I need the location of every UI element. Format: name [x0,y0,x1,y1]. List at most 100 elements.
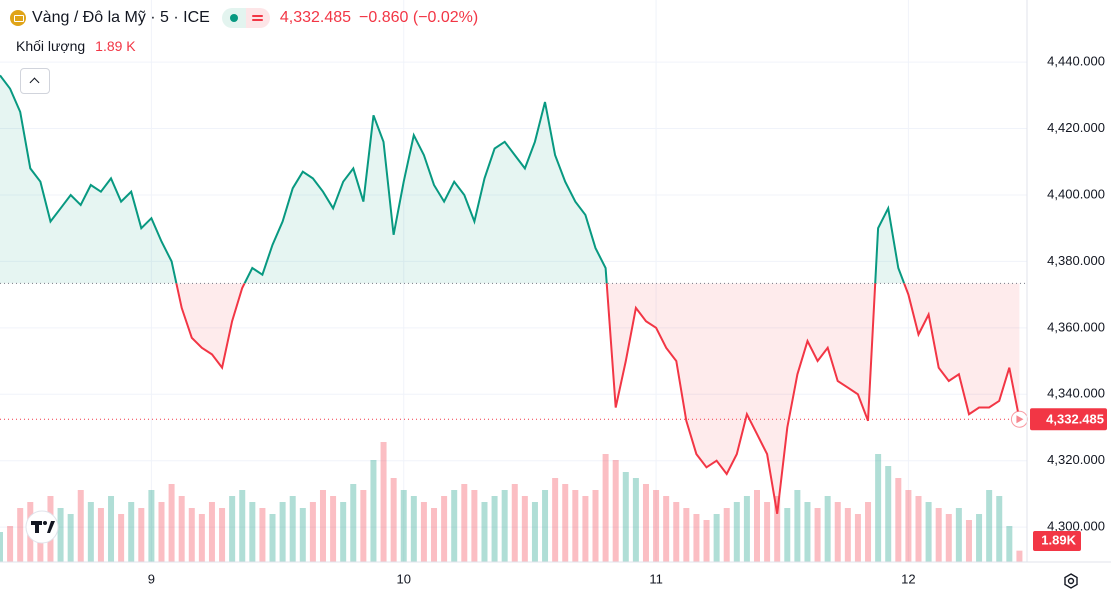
volume-bar [723,508,730,562]
volume-bar [259,508,266,562]
volume-bar [420,502,427,562]
volume-bar [653,490,660,562]
symbol-title: Vàng / Đô la Mỹ · 5 · ICE [32,9,210,26]
price-line-down [175,283,1021,514]
volume-bar [471,490,478,562]
volume-bar [1006,526,1013,562]
volume-bar [108,496,115,562]
volume-bar [673,502,680,562]
area-down [176,283,1020,514]
volume-bar [188,508,195,562]
volume-bar [703,520,710,562]
volume-bar [501,490,508,562]
volume-bar [844,508,851,562]
volume-bar [854,514,861,562]
volume-bar [441,496,448,562]
volume-bar [602,454,609,562]
volume-bar [330,496,337,562]
logo [25,510,59,544]
volume-bar [834,502,841,562]
y-tick-label: 4,380.000 [1047,253,1105,268]
volume-bar [279,502,286,562]
volume-bar [239,490,246,562]
volume-bar [743,496,750,562]
last-price-arrow [1016,415,1024,424]
volume-name: Khối lượng [16,38,86,54]
volume-bar [612,460,619,562]
volume-bar [87,502,94,562]
volume-bar [67,514,74,562]
volume-bar [148,490,155,562]
volume-bar [219,508,226,562]
y-tick-label: 4,320.000 [1047,452,1105,467]
volume-bar [178,496,185,562]
volume-bar [1016,550,1023,562]
volume-bar [905,490,912,562]
volume-bar [683,508,690,562]
volume-bar [410,496,417,562]
x-tick-label: 9 [148,571,155,586]
volume-bar [642,484,649,562]
volume-bar [885,466,892,562]
volume-bar [592,490,599,562]
price-area [0,74,1028,514]
volume-bar [229,496,236,562]
volume-bar [814,508,821,562]
volume-bar [481,502,488,562]
price-tag-label: 4,332.485 [1046,412,1104,427]
volume-bar [582,496,589,562]
x-tick-label: 12 [901,571,915,586]
volume-bar [875,454,882,562]
volume-bar [7,526,14,562]
volume-bar [400,490,407,562]
volume-bar [764,502,771,562]
volume-bar [562,484,569,562]
volume-bar [511,484,518,562]
collapse-button[interactable] [20,68,50,94]
settings-icon[interactable] [1064,573,1078,589]
volume-tag [1033,531,1081,551]
y-tick-label: 4,440.000 [1047,54,1105,69]
volume-bar [118,514,125,562]
volume-bar [996,496,1003,562]
volume-bar [360,490,367,562]
volume-bar [461,484,468,562]
axes: 9 10 11 12 4,300.000 4,320.000 4,340.000 4,360.… [148,54,1107,586]
status-badge[interactable] [221,8,270,28]
volume-bar [774,496,781,562]
symbol-icon [10,10,26,26]
volume-bar [935,508,942,562]
volume-bar [57,508,64,562]
last-price: 4,332.485 [279,9,352,26]
volume-bar [713,514,720,562]
grid [0,0,1027,562]
volume-bar [663,496,670,562]
volume-bar [17,508,24,562]
volume-bar [370,460,377,562]
price-line-up [0,74,906,284]
volume-bar [340,502,347,562]
volume-bar [269,514,276,562]
volume-bar [390,478,397,562]
volume-bar [491,496,498,562]
price-change: −0.860 (−0.02%) [359,9,479,26]
volume-bar [794,490,801,562]
volume-bar [945,514,952,562]
legend-header: Vàng / Đô la Mỹ · 5 · ICE 4,332.485 −0.8… [10,8,478,28]
volume-bar [784,508,791,562]
volume-bar [299,508,306,562]
volume-bar [208,502,215,562]
volume-bar [531,502,538,562]
volume-bar [965,520,972,562]
volume-bar [350,484,357,562]
volume-bar [198,514,205,562]
volume-bar [572,490,579,562]
volume-legend: Khối lượng 1.89 K [16,38,136,54]
volume-bar [431,508,438,562]
y-tick-label: 4,420.000 [1047,120,1105,135]
volume-bar [915,496,922,562]
volume-bar [97,508,104,562]
volume-bar [249,502,256,562]
volume-bar [865,502,872,562]
